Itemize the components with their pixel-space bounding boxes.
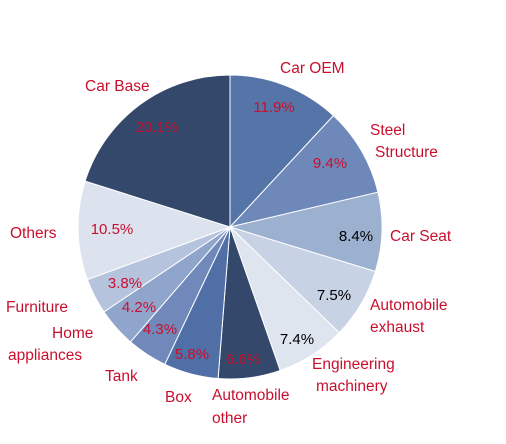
slice-category-label: Car OEM	[280, 60, 345, 77]
pie-slice-car-base	[84, 74, 231, 228]
slice-value-label: 10.5%	[91, 221, 134, 238]
slice-category-label: Engineering machinery	[312, 356, 395, 395]
slice-category-label: Steel Structure	[370, 122, 438, 161]
slice-category-label: Tank	[105, 368, 138, 385]
slice-value-label: 8.4%	[339, 228, 373, 245]
slice-value-label: 4.3%	[143, 321, 177, 338]
slice-category-label: Home appliances	[8, 325, 93, 364]
slice-category-label: Box	[165, 389, 192, 406]
slice-category-label: Others	[10, 225, 57, 242]
slice-value-label: 5.8%	[175, 346, 209, 363]
pie-slice-steel-structure	[228, 114, 379, 228]
slice-category-label: Automobile other	[212, 387, 290, 427]
slice-value-label: 3.8%	[108, 275, 142, 292]
slice-value-label: 9.4%	[313, 155, 347, 172]
slice-value-label: 7.4%	[280, 331, 314, 348]
pie-slice-car-oem	[229, 74, 335, 229]
slice-value-label: 20.1%	[136, 119, 179, 136]
slice-category-label: Car Seat	[390, 228, 452, 245]
slice-category-label: Automobile exhaust	[370, 297, 448, 336]
slice-value-label: 6.6%	[226, 351, 260, 368]
slice-category-label: Furniture	[6, 299, 68, 316]
slice-value-label: 4.2%	[122, 299, 156, 316]
slice-value-label: 7.5%	[317, 287, 351, 304]
slice-value-label: 11.9%	[253, 99, 294, 116]
slice-category-label: Car Base	[85, 78, 150, 95]
pie-slice-others	[77, 180, 232, 281]
